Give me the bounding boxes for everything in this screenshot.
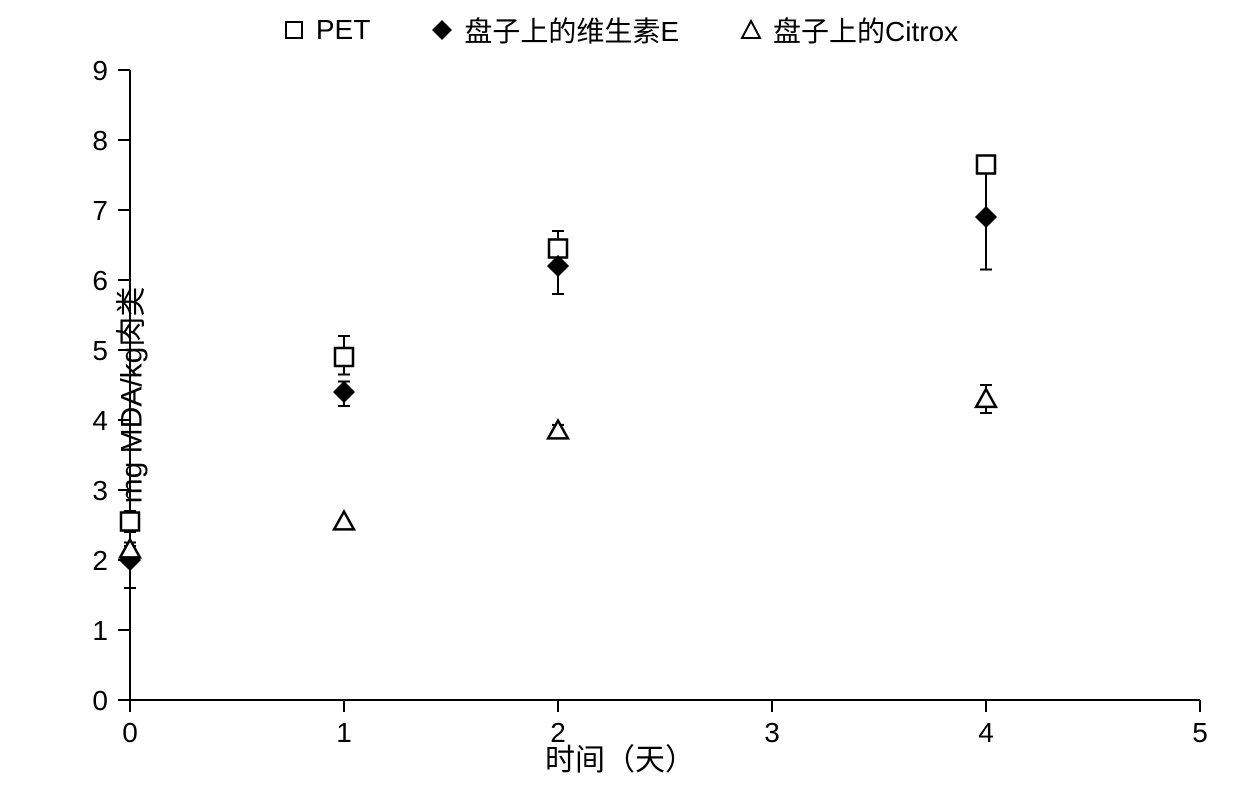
filled-diamond-icon <box>430 18 454 42</box>
open-triangle-icon <box>739 18 763 42</box>
legend-item-pet: PET <box>282 10 370 50</box>
svg-text:9: 9 <box>92 55 108 86</box>
svg-text:2: 2 <box>92 545 108 576</box>
legend-label: 盘子上的维生素E <box>464 10 679 50</box>
y-axis-label: mg MDA/kg肉类 <box>106 286 150 503</box>
legend-item-citrox: 盘子上的Citrox <box>739 10 958 50</box>
chart-svg: 0123450123456789 <box>0 0 1240 789</box>
chart-container: PET 盘子上的维生素E 盘子上的Citrox mg MDA/kg肉类 时间（天… <box>0 0 1240 789</box>
svg-text:1: 1 <box>92 615 108 646</box>
legend-label: PET <box>316 14 370 46</box>
svg-text:0: 0 <box>92 685 108 716</box>
open-square-icon <box>282 18 306 42</box>
legend-label: 盘子上的Citrox <box>773 10 958 50</box>
legend: PET 盘子上的维生素E 盘子上的Citrox <box>0 10 1240 50</box>
svg-text:8: 8 <box>92 125 108 156</box>
legend-item-vitamine: 盘子上的维生素E <box>430 10 679 50</box>
x-axis-label: 时间（天） <box>0 735 1240 779</box>
svg-text:7: 7 <box>92 195 108 226</box>
